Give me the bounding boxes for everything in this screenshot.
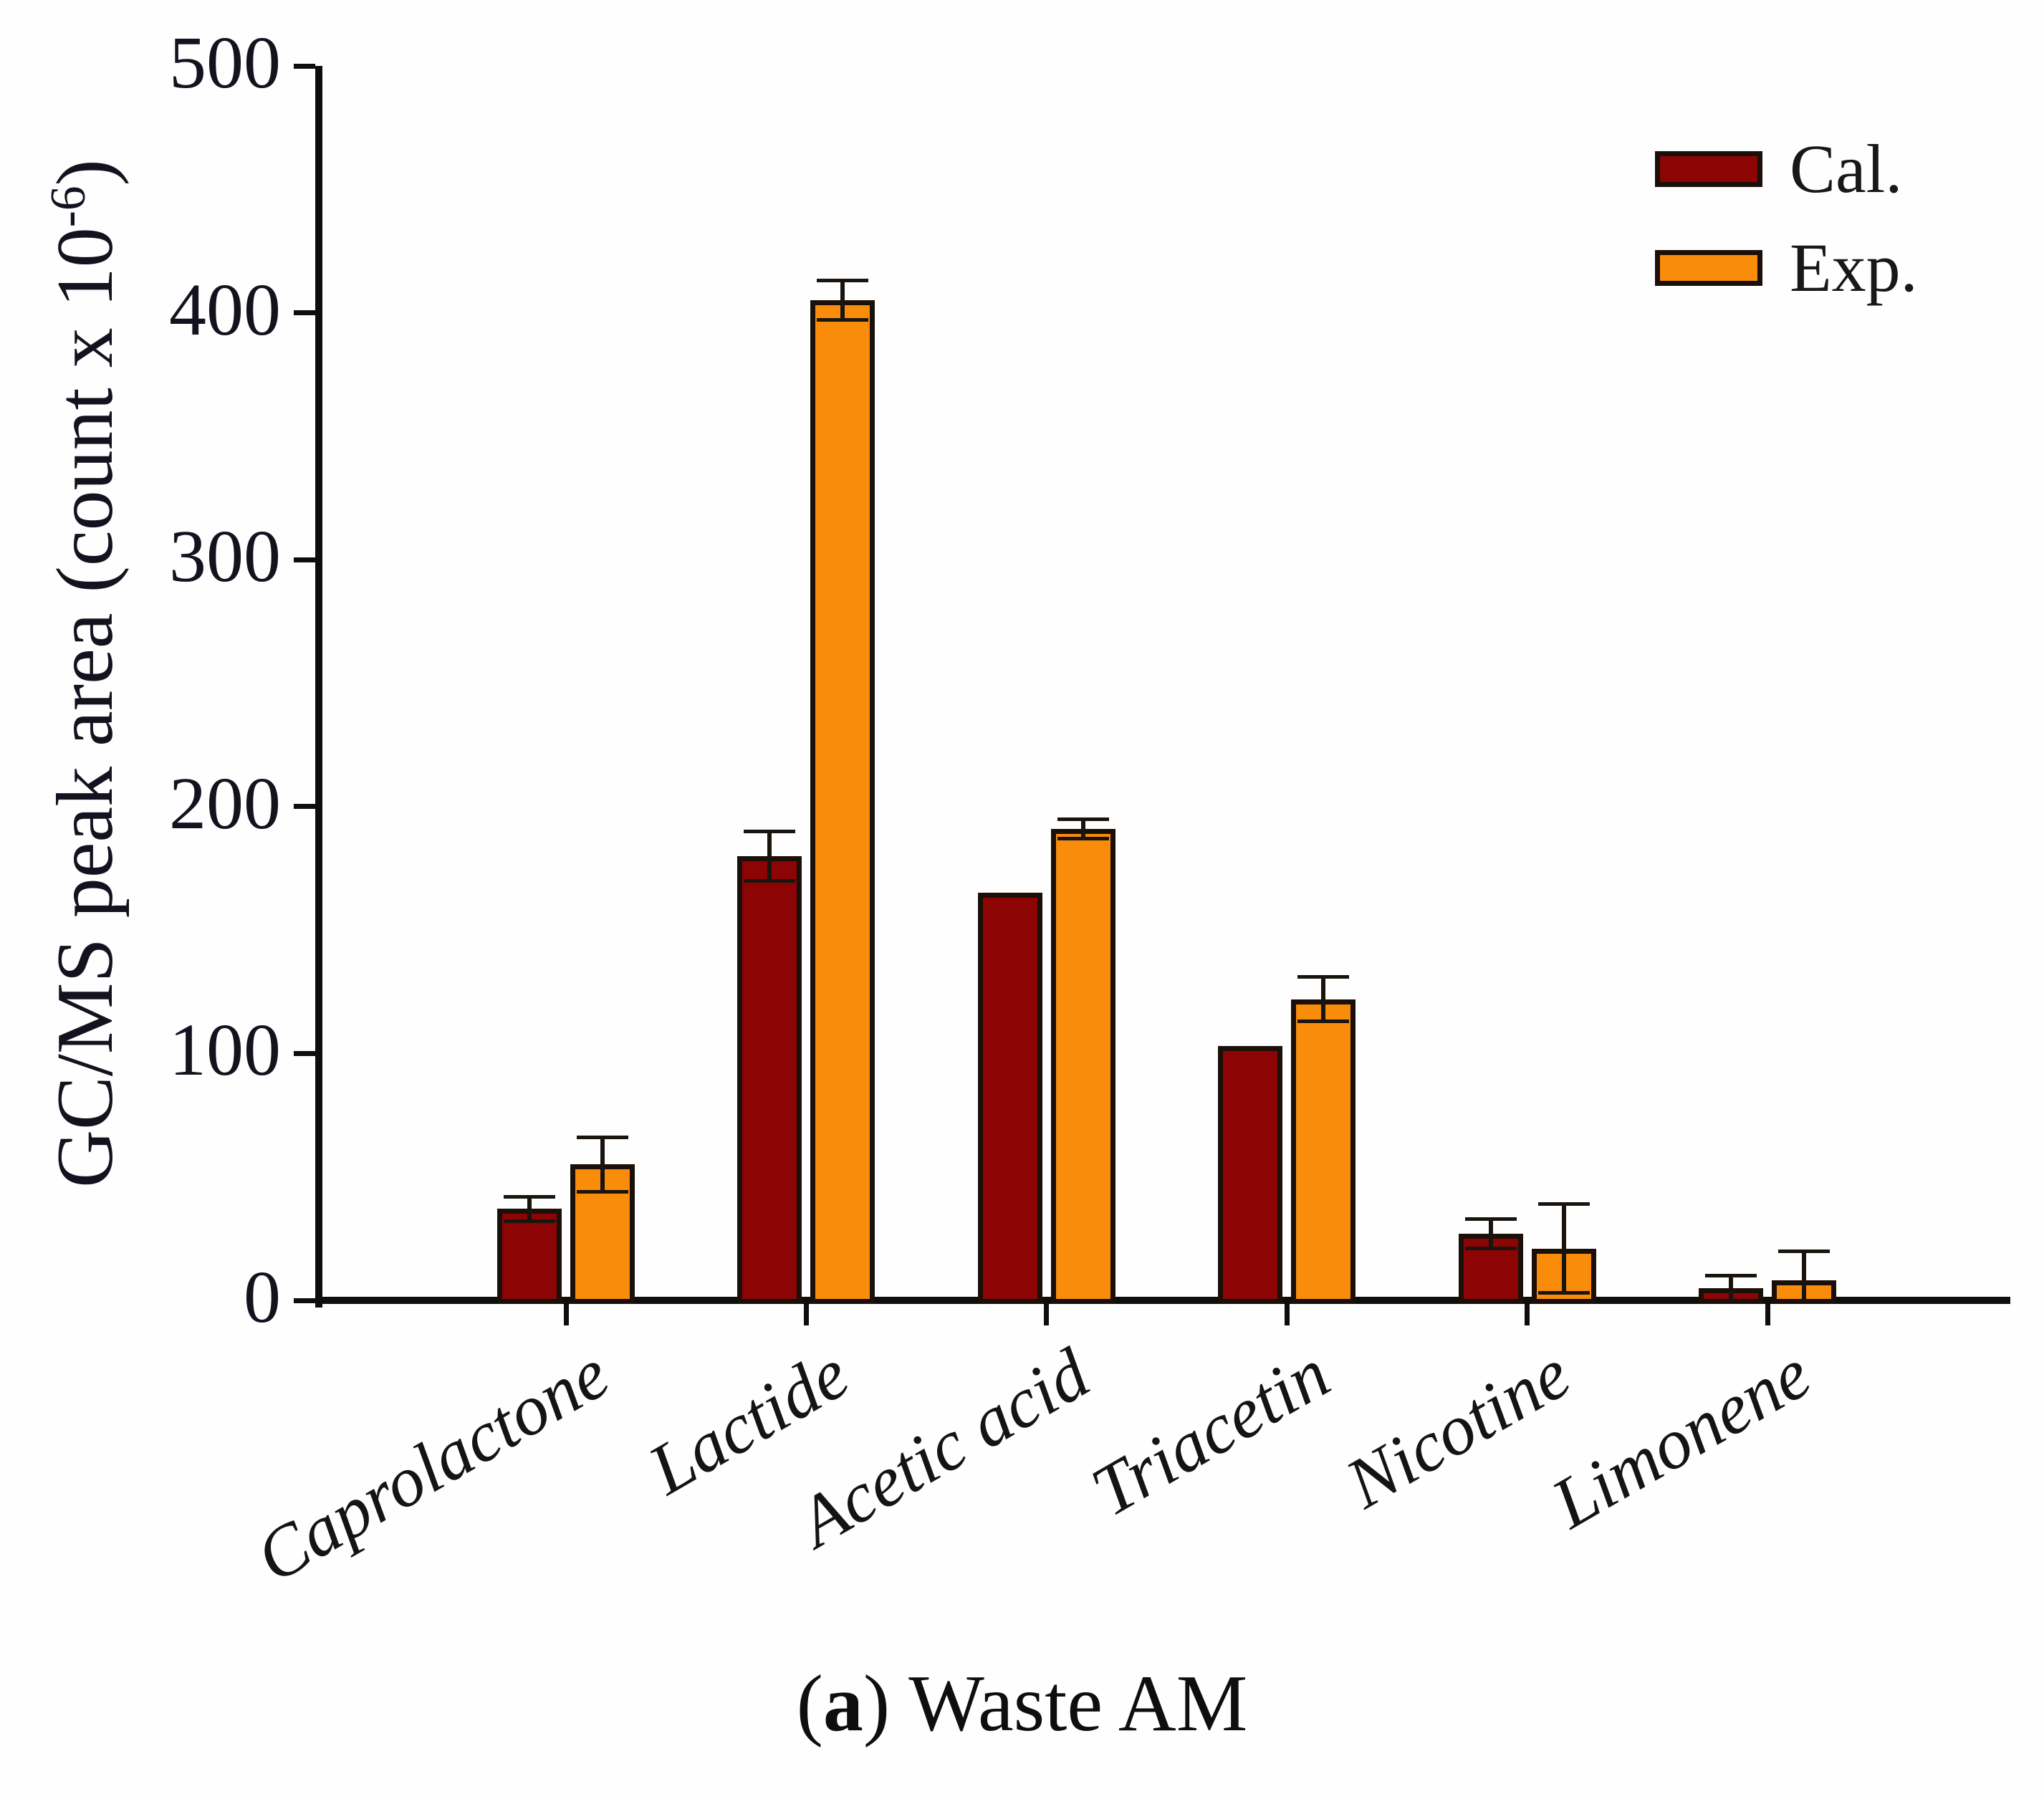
error-bar-stem-cal-limonene [1729,1275,1733,1300]
legend-item-cal: Cal. [1655,135,1918,203]
y-tick [294,1297,315,1303]
error-bar-cap-bottom-cal-caprolactone [504,1219,555,1224]
y-tick-label: 400 [169,268,281,351]
error-bar-cap-top-exp-nicotine [1537,1202,1590,1207]
bar-cal-caprolactone [497,1209,562,1304]
caption-letter: a [822,1659,863,1748]
category-label-nicotine: Nicotine [1333,1333,1583,1524]
x-tick-caprolactone [563,1304,569,1325]
error-bar-stem-exp-acetic-acid [1080,819,1085,839]
figure-caption: (a) Waste AM [0,1664,2044,1744]
error-bar-cap-top-cal-nicotine [1464,1217,1517,1221]
error-bar-cap-bottom-cal-lactide [744,878,796,883]
legend-swatch-cal [1655,151,1762,187]
bar-cal-triacetin [1218,1046,1283,1304]
y-tick-label: 500 [169,21,281,104]
legend-label-cal: Cal. [1790,130,1903,207]
error-bar-cap-top-cal-caprolactone [504,1194,555,1199]
error-bar-cap-bottom-exp-caprolactone [577,1189,628,1194]
error-bar-cap-top-exp-limonene [1778,1249,1830,1253]
error-bar-cap-bottom-exp-lactide [817,318,869,322]
bar-exp-acetic-acid [1050,828,1115,1304]
error-bar-cap-top-exp-caprolactone [577,1136,628,1140]
caption-text: ) Waste AM [863,1659,1248,1748]
y-tick-label: 0 [244,1255,281,1338]
x-tick-lactide [803,1304,809,1325]
x-tick-limonene [1765,1304,1770,1325]
error-bar-stem-exp-nicotine [1561,1204,1566,1293]
y-tick [294,557,315,562]
y-tick-label: 100 [169,1009,281,1092]
x-axis-line [315,1297,2010,1304]
error-bar-stem-exp-limonene [1802,1251,1806,1300]
bar-exp-lactide [810,300,875,1304]
x-tick-acetic-acid [1044,1304,1050,1325]
caption-paren-open: ( [796,1659,823,1748]
error-bar-cap-top-exp-triacetin [1297,975,1350,979]
y-tick [294,1050,315,1056]
error-bar-stem-cal-nicotine [1488,1219,1493,1249]
y-axis-line [315,66,322,1308]
x-tick-nicotine [1525,1304,1530,1325]
error-bar-cap-bottom-exp-triacetin [1297,1020,1350,1024]
y-tick [294,310,315,316]
error-bar-cap-top-exp-lactide [817,279,869,283]
y-axis-title-close: ) [41,159,130,186]
category-label-caprolactone: Caprolactone [242,1333,622,1598]
error-bar-cap-top-cal-limonene [1705,1274,1757,1278]
y-tick-label: 300 [169,515,281,598]
error-bar-cap-bottom-cal-nicotine [1464,1247,1517,1251]
bar-cal-acetic-acid [977,893,1042,1304]
y-tick [294,63,315,69]
legend-label-exp: Exp. [1790,229,1918,306]
y-axis-title-superscript: -6 [40,186,96,228]
legend-item-exp: Exp. [1655,234,1918,302]
y-tick-label: 200 [169,762,281,845]
error-bar-stem-exp-caprolactone [600,1137,605,1192]
category-label-triacetin: Triacetin [1078,1333,1343,1532]
error-bar-stem-exp-triacetin [1321,977,1326,1022]
error-bar-cap-bottom-exp-acetic-acid [1057,837,1109,841]
error-bar-stem-cal-lactide [767,831,772,881]
legend: Cal. Exp. [1655,135,1918,332]
legend-swatch-exp [1655,250,1762,286]
error-bar-stem-cal-caprolactone [527,1196,532,1222]
bar-exp-triacetin [1291,999,1356,1304]
error-bar-cap-top-cal-lactide [744,829,796,833]
bar-cal-lactide [737,855,802,1304]
error-bar-cap-top-exp-acetic-acid [1057,817,1109,821]
y-tick [294,804,315,810]
error-bar-cap-bottom-exp-nicotine [1537,1291,1590,1295]
x-tick-triacetin [1284,1304,1290,1325]
error-bar-stem-exp-lactide [840,280,845,320]
category-label-limonene: Limonene [1538,1333,1823,1544]
